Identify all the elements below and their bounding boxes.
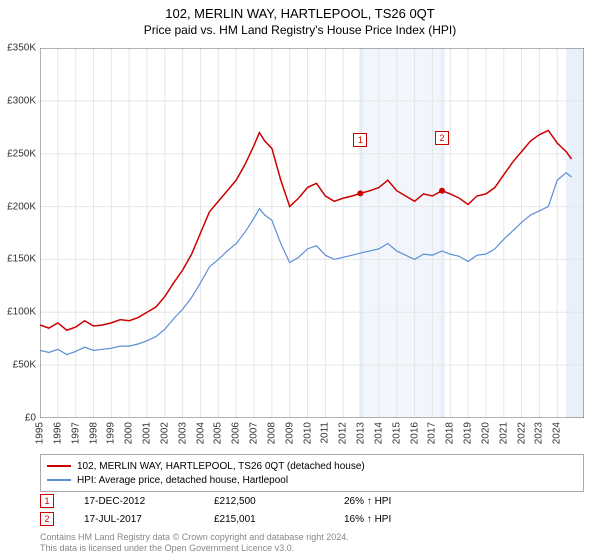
x-tick-label: 2022 [516,422,527,444]
x-tick-label: 2018 [445,422,456,444]
x-tick-label: 2023 [534,422,545,444]
sale-marker-dot [357,190,363,196]
legend-swatch [47,479,71,481]
sale-record-price: £212,500 [214,496,344,507]
y-tick-label: £150K [7,254,36,265]
sale-record-badge: 2 [40,512,54,526]
y-tick-label: £350K [7,43,36,54]
legend: 102, MERLIN WAY, HARTLEPOOL, TS26 0QT (d… [40,454,584,492]
x-tick-label: 2006 [231,422,242,444]
chart-subtitle: Price paid vs. HM Land Registry's House … [0,21,600,37]
sale-record-date: 17-DEC-2012 [84,496,214,507]
axis-border [40,48,584,418]
sale-record-badge: 1 [40,494,54,508]
x-tick-label: 2012 [338,422,349,444]
legend-swatch [47,465,71,467]
x-tick-label: 2021 [498,422,509,444]
sale-marker-badge: 2 [435,131,449,145]
legend-label: HPI: Average price, detached house, Hart… [77,475,288,486]
chart-container: 102, MERLIN WAY, HARTLEPOOL, TS26 0QT Pr… [0,0,600,560]
footer-attribution: Contains HM Land Registry data © Crown c… [40,532,584,554]
x-tick-label: 1999 [106,422,117,444]
sale-marker-dot [439,188,445,194]
sale-record-date: 17-JUL-2017 [84,514,214,525]
legend-label: 102, MERLIN WAY, HARTLEPOOL, TS26 0QT (d… [77,461,365,472]
x-tick-label: 2024 [552,422,563,444]
x-tick-label: 1995 [35,422,46,444]
x-tick-label: 2014 [373,422,384,444]
sale-record-price: £215,001 [214,514,344,525]
sale-record-delta: 26% ↑ HPI [344,496,474,507]
footer-line1: Contains HM Land Registry data © Crown c… [40,532,584,543]
sale-records: 1 17-DEC-2012£212,50026% ↑ HPI 2 17-JUL-201… [40,492,584,528]
x-tick-label: 1996 [52,422,63,444]
sale-marker-badge: 1 [353,133,367,147]
chart-title: 102, MERLIN WAY, HARTLEPOOL, TS26 0QT [0,0,600,21]
series-line-hpi [40,173,572,355]
x-tick-label: 2005 [213,422,224,444]
x-tick-label: 1998 [88,422,99,444]
sale-record-row: 2 17-JUL-2017£215,00116% ↑ HPI [40,510,584,528]
x-axis-labels: 1995199619971998199920002001200220032004… [40,418,584,452]
x-tick-label: 2007 [249,422,260,444]
shaded-band [364,48,441,418]
x-tick-label: 2003 [177,422,188,444]
x-tick-label: 2019 [463,422,474,444]
shaded-band [440,48,444,418]
x-tick-label: 2017 [427,422,438,444]
plot-svg [40,48,584,418]
legend-item: HPI: Average price, detached house, Hart… [47,473,577,487]
sale-record-delta: 16% ↑ HPI [344,514,474,525]
series-line-price_paid [40,130,572,330]
x-tick-label: 2000 [124,422,135,444]
y-tick-label: £200K [7,201,36,212]
x-tick-label: 2015 [391,422,402,444]
x-tick-label: 2008 [266,422,277,444]
y-tick-label: £250K [7,148,36,159]
shaded-band [566,48,584,418]
x-tick-label: 2001 [142,422,153,444]
y-tick-label: £50K [13,360,36,371]
x-tick-label: 2004 [195,422,206,444]
y-tick-label: £300K [7,95,36,106]
footer-line2: This data is licensed under the Open Gov… [40,543,584,554]
x-tick-label: 2020 [480,422,491,444]
sale-record-row: 1 17-DEC-2012£212,50026% ↑ HPI [40,492,584,510]
x-tick-label: 2016 [409,422,420,444]
y-axis-labels: £0£50K£100K£150K£200K£250K£300K£350K [0,48,38,418]
x-tick-label: 1997 [70,422,81,444]
legend-item: 102, MERLIN WAY, HARTLEPOOL, TS26 0QT (d… [47,459,577,473]
x-tick-label: 2011 [320,422,331,444]
x-tick-label: 2002 [159,422,170,444]
y-tick-label: £100K [7,307,36,318]
x-tick-label: 2009 [284,422,295,444]
x-tick-label: 2010 [302,422,313,444]
x-tick-label: 2013 [356,422,367,444]
plot-area: 12 [40,48,584,418]
